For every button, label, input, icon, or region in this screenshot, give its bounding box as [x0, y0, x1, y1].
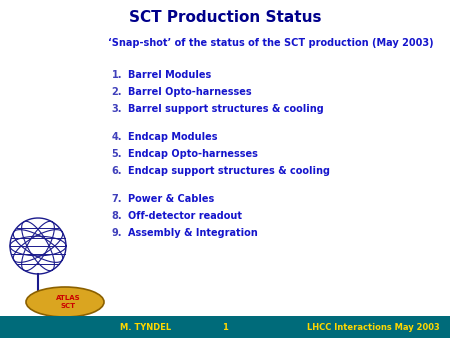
Text: ‘Snap-shot’ of the status of the SCT production (May 2003): ‘Snap-shot’ of the status of the SCT pro… [108, 38, 434, 48]
FancyBboxPatch shape [0, 316, 450, 338]
Text: Endcap support structures & cooling: Endcap support structures & cooling [128, 166, 330, 176]
Text: 1.: 1. [112, 70, 122, 80]
Text: SCT Production Status: SCT Production Status [129, 10, 321, 25]
Ellipse shape [26, 287, 104, 317]
Text: ATLAS: ATLAS [56, 295, 80, 301]
Text: SCT: SCT [60, 303, 76, 309]
Text: Off-detector readout: Off-detector readout [128, 211, 242, 221]
Text: 1: 1 [222, 322, 228, 332]
Text: 4.: 4. [112, 132, 122, 142]
Text: 7.: 7. [112, 194, 122, 204]
Text: Barrel Opto-harnesses: Barrel Opto-harnesses [128, 87, 252, 97]
Text: 2.: 2. [112, 87, 122, 97]
Text: 3.: 3. [112, 104, 122, 114]
Text: M. TYNDEL: M. TYNDEL [120, 322, 171, 332]
Text: 9.: 9. [112, 228, 122, 238]
Text: Power & Cables: Power & Cables [128, 194, 214, 204]
Text: Barrel Modules: Barrel Modules [128, 70, 211, 80]
Text: Assembly & Integration: Assembly & Integration [128, 228, 258, 238]
Text: LHCC Interactions May 2003: LHCC Interactions May 2003 [307, 322, 440, 332]
Text: 6.: 6. [112, 166, 122, 176]
Text: Endcap Opto-harnesses: Endcap Opto-harnesses [128, 149, 258, 159]
Text: 5.: 5. [112, 149, 122, 159]
Text: Endcap Modules: Endcap Modules [128, 132, 217, 142]
Text: 8.: 8. [112, 211, 122, 221]
Text: Barrel support structures & cooling: Barrel support structures & cooling [128, 104, 324, 114]
